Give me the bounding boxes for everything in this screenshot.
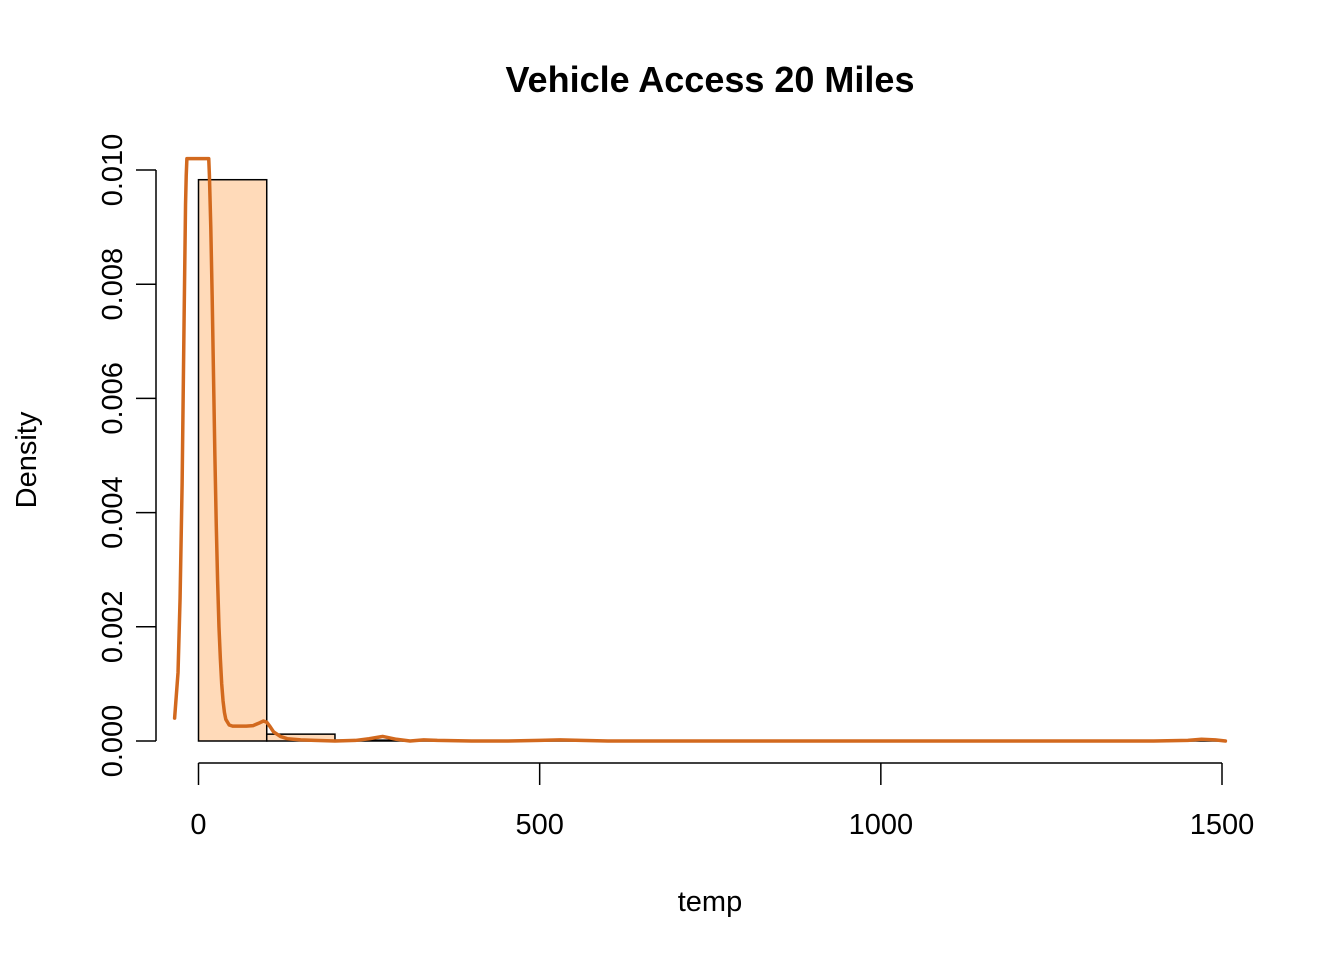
y-tick-label-4: 0.008 (97, 248, 129, 321)
y-axis-label: Density (11, 411, 43, 508)
density-curve-line (172, 156, 1228, 743)
x-tick-label-0: 0 (190, 809, 206, 841)
y-tick-label-2: 0.004 (97, 476, 129, 549)
y-tick-label-3: 0.006 (97, 362, 129, 435)
histogram-bars (197, 178, 1223, 742)
chart-title: Vehicle Access 20 Miles (506, 59, 915, 100)
y-axis: 0.000 0.002 0.004 0.006 0.008 0.010 (97, 134, 157, 778)
y-tick-label-0: 0.000 (97, 705, 129, 778)
y-tick-label-1: 0.002 (97, 591, 129, 664)
density-curve-layer (172, 156, 1228, 743)
x-axis: 0 500 1000 1500 (190, 762, 1255, 841)
x-tick-label-3: 1500 (1190, 809, 1255, 841)
x-axis-label: temp (678, 886, 742, 918)
x-tick-label-1: 500 (515, 809, 563, 841)
y-tick-label-5: 0.010 (97, 134, 129, 207)
x-tick-label-2: 1000 (849, 809, 914, 841)
histogram-bar-0 (197, 178, 268, 742)
